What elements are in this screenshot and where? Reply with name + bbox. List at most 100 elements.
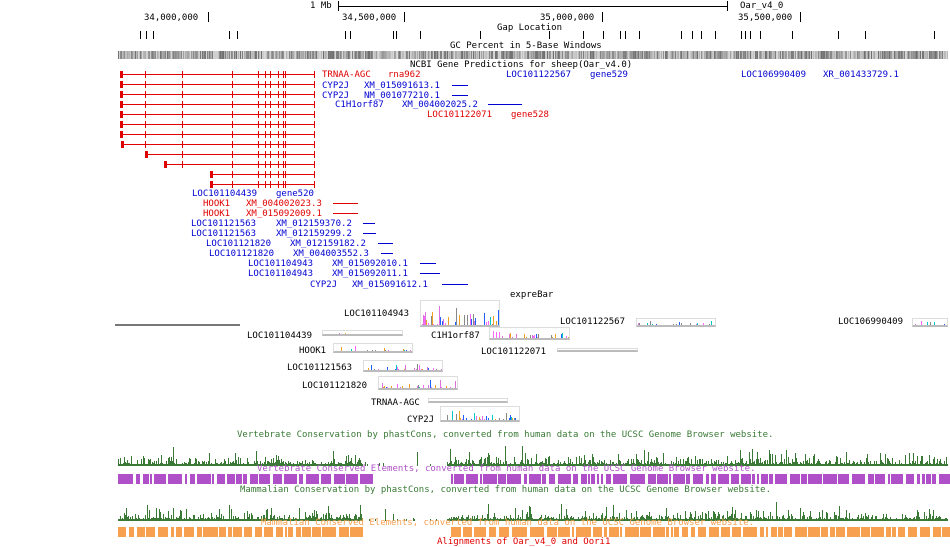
gene-model[interactable]	[363, 233, 376, 234]
conservation-value	[309, 515, 310, 521]
gene-label[interactable]: LOC101122567	[506, 70, 572, 80]
gene-model[interactable]	[452, 85, 468, 86]
gene-label[interactable]: CYP2J	[322, 81, 350, 91]
expre-bar-chart[interactable]	[333, 343, 413, 353]
expre-label[interactable]: CYP2J	[407, 415, 435, 425]
gene-label[interactable]: LOC101121820	[206, 239, 272, 249]
gene-label[interactable]: XM_004002025.2	[402, 100, 478, 110]
gene-label[interactable]: NM_001077210.1	[364, 91, 440, 101]
conservation-value	[943, 519, 944, 521]
gene-model[interactable]	[488, 104, 522, 105]
gene-label[interactable]: CYP2J	[310, 280, 338, 290]
gc-bin	[692, 51, 693, 59]
gc-bin	[727, 51, 728, 59]
conservation-value	[875, 516, 876, 521]
conserved-element	[334, 474, 345, 484]
expre-bar-chart[interactable]	[378, 376, 458, 390]
gene-label[interactable]: CYP2J	[322, 91, 350, 101]
conservation-value	[179, 464, 180, 466]
expre-bar-chart[interactable]	[636, 318, 716, 327]
expre-label[interactable]: LOC106990409	[838, 317, 904, 327]
track-title-genes[interactable]: NCBI Gene Predictions for sheep(Oar_v4.0…	[410, 60, 633, 70]
gene-label[interactable]: rna962	[388, 70, 421, 80]
gene-label[interactable]: XR_001433729.1	[823, 70, 899, 80]
gene-model[interactable]	[420, 273, 440, 274]
expre-bar-chart[interactable]	[363, 360, 443, 372]
gap-mark	[865, 31, 866, 39]
gene-model[interactable]	[333, 203, 358, 204]
track-title-alignments[interactable]: Alignments of Oar_v4_0 and Oori1	[437, 537, 611, 547]
expre-label[interactable]: LOC101104943	[344, 309, 410, 319]
gene-model[interactable]	[452, 95, 468, 96]
gene-label[interactable]: C1H1orf87	[335, 100, 384, 110]
gene-label[interactable]: LOC106990409	[741, 70, 807, 80]
conservation-value	[882, 462, 883, 466]
gene-label[interactable]: XM_012159299.2	[276, 229, 352, 239]
gene-label[interactable]: XM_015092011.1	[332, 269, 408, 279]
gene-model[interactable]	[363, 223, 375, 224]
conservation-value	[245, 464, 246, 466]
gene-label[interactable]: TRNAA-AGC	[322, 70, 371, 80]
gene-model[interactable]	[378, 243, 393, 244]
expre-bar-chart[interactable]	[912, 318, 948, 327]
track-title-gc[interactable]: GC Percent in 5-Base Windows	[450, 41, 602, 51]
gene-label[interactable]: LOC101121563	[191, 219, 257, 229]
gene-label[interactable]: gene528	[511, 110, 549, 120]
track-title-mam-cons[interactable]: Mammalian Conservation by phastCons, con…	[240, 485, 772, 495]
gene-label[interactable]: LOC101121563	[191, 229, 257, 239]
expre-label[interactable]: LOC101104439	[247, 331, 313, 341]
expre-label[interactable]: C1H1orf87	[431, 331, 480, 341]
conservation-value	[259, 464, 260, 466]
gene-label[interactable]: LOC101122071	[427, 110, 493, 120]
conservation-value	[811, 517, 812, 521]
gene-label[interactable]: LOC101121820	[209, 249, 275, 259]
expre-bar-chart[interactable]	[440, 406, 520, 422]
gene-label[interactable]: XM_004003552.3	[293, 249, 369, 259]
expre-label[interactable]: LOC101121563	[287, 363, 353, 373]
track-title-vert-elem[interactable]: Vertebrate Conserved Elements, converted…	[257, 464, 756, 474]
gene-label[interactable]: LOC101104439	[192, 189, 258, 199]
conservation-value	[549, 456, 550, 466]
conservation-value	[361, 463, 362, 466]
gene-label[interactable]: XM_015091613.1	[364, 81, 440, 91]
expre-bar-chart[interactable]	[420, 300, 500, 327]
gene-label[interactable]: LOC101104943	[248, 259, 314, 269]
gene-label[interactable]: XM_015092009.1	[246, 209, 322, 219]
expre-bar-chart[interactable]	[489, 327, 570, 340]
gene-label[interactable]: HOOK1	[203, 199, 231, 209]
gene-label[interactable]: gene529	[590, 70, 628, 80]
gc-bin	[947, 51, 948, 59]
expre-label[interactable]: HOOK1	[299, 346, 327, 356]
conservation-value	[355, 455, 356, 466]
gene-model[interactable]	[442, 284, 468, 285]
track-title-vert-cons[interactable]: Vertebrate Conservation by phastCons, co…	[237, 430, 774, 440]
gene-label[interactable]: XM_012159370.2	[276, 219, 352, 229]
track-title-expre[interactable]: expreBar	[510, 290, 554, 300]
expre-label[interactable]: LOC101122567	[560, 317, 626, 327]
gc-bin	[873, 51, 874, 59]
gene-label[interactable]: XM_015092010.1	[332, 259, 408, 269]
expre-label[interactable]: LOC101122071	[481, 347, 547, 357]
expre-bar-chart[interactable]	[322, 330, 403, 336]
gene-model[interactable]	[420, 263, 436, 264]
gene-label[interactable]: XM_012159182.2	[290, 239, 366, 249]
gene-label[interactable]: LOC101104943	[248, 269, 314, 279]
gene-label[interactable]: XM_015091612.1	[352, 280, 428, 290]
expre-value-bar	[930, 322, 931, 327]
conservation-value	[171, 515, 172, 521]
gc-bin	[458, 51, 459, 59]
expre-label[interactable]: LOC101121820	[302, 381, 368, 391]
expre-bar-chart[interactable]	[428, 398, 508, 403]
track-title-mam-elem[interactable]: Mammalian Conserved Elements, converted …	[261, 518, 755, 528]
transcript-line	[210, 174, 314, 175]
gene-model[interactable]	[381, 253, 393, 254]
gc-bin	[842, 51, 843, 59]
track-title-gap[interactable]: Gap Location	[497, 23, 563, 33]
gene-label[interactable]: XM_004002023.3	[246, 199, 322, 209]
gc-bin	[807, 51, 808, 59]
gene-model[interactable]	[333, 213, 358, 214]
gene-label[interactable]: HOOK1	[203, 209, 231, 219]
gene-label[interactable]: gene520	[276, 189, 314, 199]
expre-label[interactable]: TRNAA-AGC	[371, 398, 420, 408]
expre-bar-chart[interactable]	[557, 348, 638, 352]
